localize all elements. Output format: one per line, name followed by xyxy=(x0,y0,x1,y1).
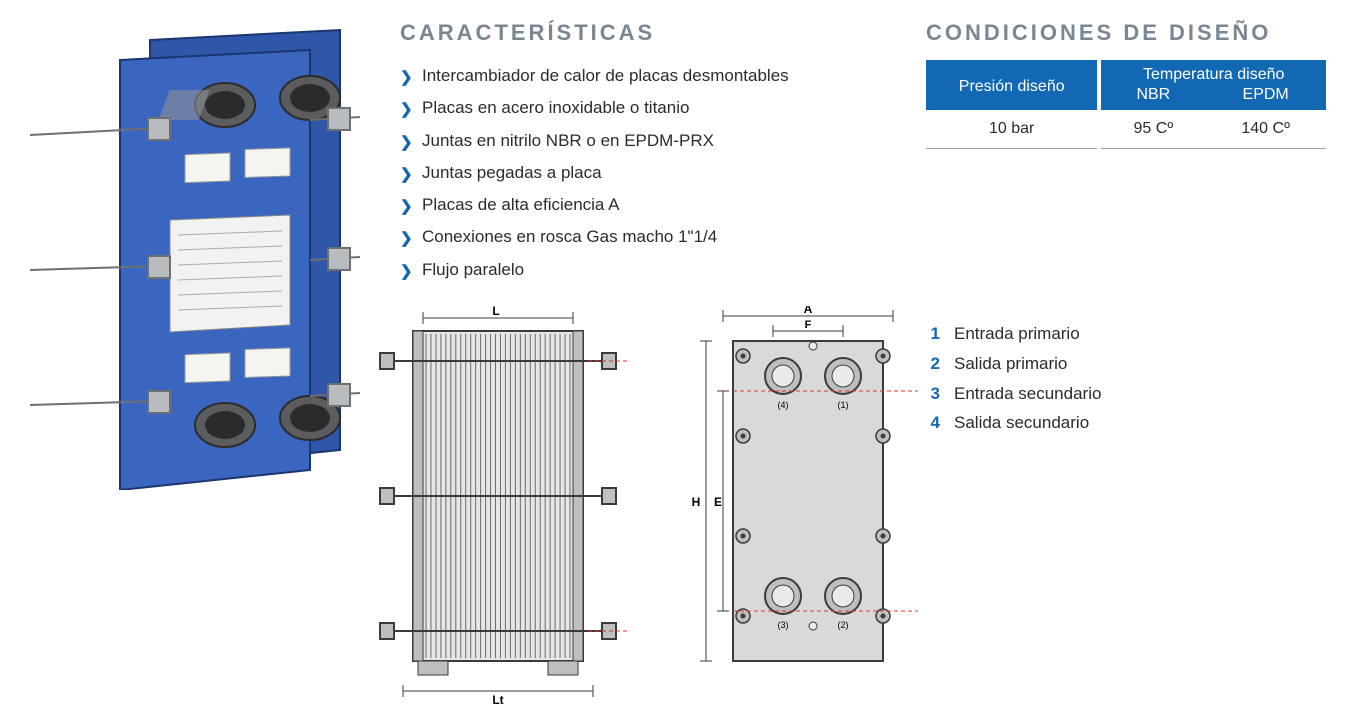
th-temperatura: Temperatura diseño xyxy=(1099,60,1326,86)
diagram-front-view: A F (4) (1) (3) (2) xyxy=(688,306,928,706)
caracteristicas-title: CARACTERÍSTICAS xyxy=(400,20,896,46)
legend-item: 2 Salida primario xyxy=(926,349,1326,379)
chevron-icon: ❯ xyxy=(400,129,413,158)
port-legend: 1 Entrada primario 2 Salida primario 3 E… xyxy=(926,319,1326,438)
svg-text:(1): (1) xyxy=(838,400,849,410)
feature-item: ❯Placas en acero inoxidable o titanio xyxy=(400,92,896,124)
td-epdm: 140 Cº xyxy=(1205,110,1326,149)
chevron-icon: ❯ xyxy=(400,161,413,190)
feature-item: ❯Intercambiador de calor de placas desmo… xyxy=(400,60,896,92)
dim-A: A xyxy=(804,306,813,316)
legend-item: 3 Entrada secundario xyxy=(926,379,1326,409)
dim-F: F xyxy=(805,319,812,331)
th-presion: Presión diseño xyxy=(926,60,1099,110)
td-presion: 10 bar xyxy=(926,110,1099,149)
dim-Lt: Lt xyxy=(492,693,503,706)
chevron-icon: ❯ xyxy=(400,225,413,254)
dim-L: L xyxy=(492,306,499,318)
dim-E: E xyxy=(714,495,722,509)
td-nbr: 95 Cº xyxy=(1099,110,1205,149)
feature-item: ❯Placas de alta eficiencia A xyxy=(400,189,896,221)
features-list: ❯Intercambiador de calor de placas desmo… xyxy=(400,60,896,286)
feature-item: ❯Juntas pegadas a placa xyxy=(400,157,896,189)
chevron-icon: ❯ xyxy=(400,64,413,93)
th-nbr: NBR xyxy=(1099,86,1205,110)
feature-item: ❯Juntas en nitrilo NBR o en EPDM-PRX xyxy=(400,125,896,157)
svg-text:(4): (4) xyxy=(778,400,789,410)
design-conditions-table: Presión diseño Temperatura diseño NBR EP… xyxy=(926,60,1326,149)
feature-item: ❯Conexiones en rosca Gas macho 1"1/4 xyxy=(400,221,896,253)
heat-exchanger-photo-svg xyxy=(30,20,370,490)
svg-text:(3): (3) xyxy=(778,620,789,630)
chevron-icon: ❯ xyxy=(400,193,413,222)
legend-item: 1 Entrada primario xyxy=(926,319,1326,349)
condiciones-title: CONDICIONES DE DISEÑO xyxy=(926,20,1326,46)
diagram-side-view: L xyxy=(368,306,628,706)
product-photo xyxy=(30,20,370,706)
legend-item: 4 Salida secundario xyxy=(926,408,1326,438)
th-epdm: EPDM xyxy=(1205,86,1326,110)
feature-item: ❯Flujo paralelo xyxy=(400,254,896,286)
dim-H: H xyxy=(692,495,701,509)
chevron-icon: ❯ xyxy=(400,96,413,125)
svg-text:(2): (2) xyxy=(838,620,849,630)
chevron-icon: ❯ xyxy=(400,258,413,287)
